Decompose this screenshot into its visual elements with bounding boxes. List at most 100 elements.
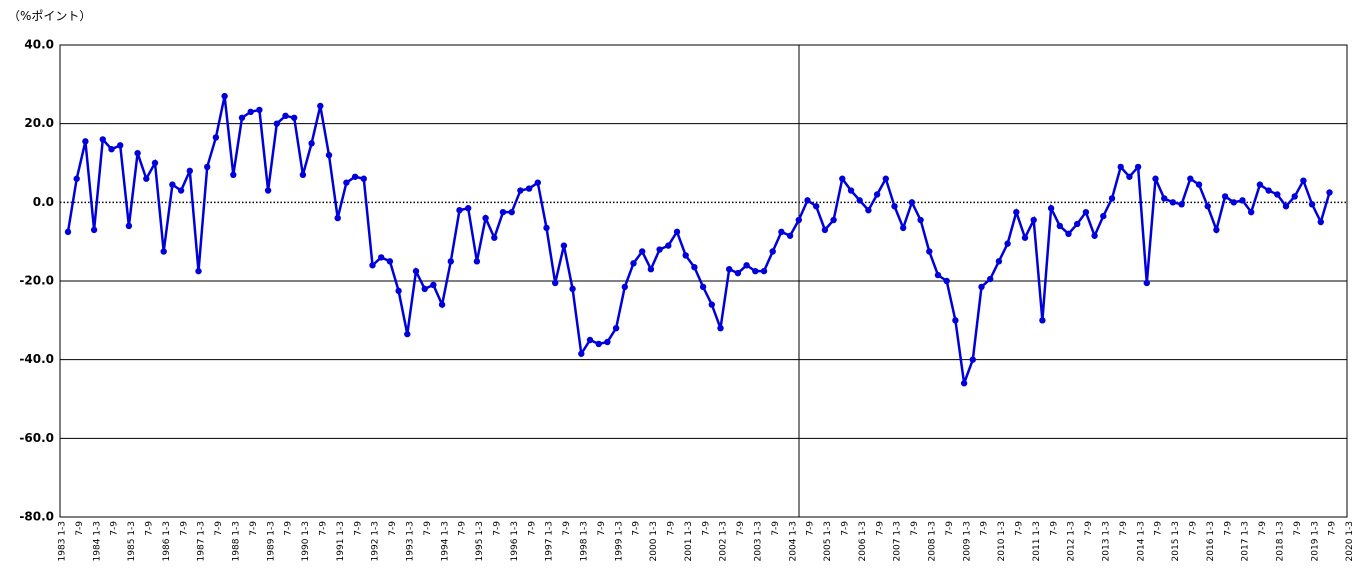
x-tick-label: 2006 1-3 bbox=[858, 521, 868, 561]
x-tick-label: 7-9 bbox=[110, 521, 120, 536]
x-tick-label: 7-9 bbox=[493, 521, 503, 536]
x-tick-label: 2019 1-3 bbox=[1310, 521, 1320, 561]
y-tick-label: -20.0 bbox=[19, 274, 54, 288]
x-tick-label: 7-9 bbox=[1084, 521, 1094, 536]
x-tick-label: 7-9 bbox=[945, 521, 955, 536]
data-point bbox=[308, 140, 315, 147]
x-tick-label: 7-9 bbox=[458, 521, 468, 536]
data-point bbox=[1195, 181, 1203, 188]
data-point bbox=[908, 199, 916, 206]
data-point bbox=[560, 242, 568, 249]
data-point bbox=[1317, 218, 1325, 226]
data-point bbox=[108, 146, 115, 153]
data-point bbox=[1126, 173, 1133, 180]
data-point bbox=[386, 258, 394, 265]
x-tick-label: 7-9 bbox=[980, 521, 990, 536]
data-point bbox=[586, 336, 594, 344]
data-point bbox=[1082, 208, 1090, 216]
data-point bbox=[778, 228, 785, 236]
data-point bbox=[125, 222, 133, 230]
x-tick-label: 2016 1-3 bbox=[1206, 521, 1216, 561]
data-point bbox=[1065, 230, 1072, 237]
data-point bbox=[151, 159, 159, 167]
data-point bbox=[360, 175, 367, 182]
data-point bbox=[1274, 191, 1281, 198]
data-point bbox=[282, 112, 289, 120]
x-tick-label: 7-9 bbox=[841, 521, 851, 536]
data-point bbox=[264, 187, 272, 194]
data-point bbox=[682, 252, 689, 259]
data-point bbox=[1308, 201, 1316, 208]
x-tick-label: 7-9 bbox=[597, 521, 607, 536]
data-point bbox=[465, 205, 472, 212]
data-point bbox=[325, 151, 333, 159]
x-tick-label: 1995 1-3 bbox=[475, 521, 485, 561]
data-point bbox=[1230, 199, 1238, 206]
data-point bbox=[1100, 212, 1107, 220]
x-tick-label: 7-9 bbox=[388, 521, 398, 536]
data-point bbox=[438, 301, 446, 308]
data-point bbox=[99, 136, 107, 143]
data-point bbox=[482, 214, 489, 222]
data-point bbox=[1161, 195, 1168, 202]
x-tick-label: 2013 1-3 bbox=[1102, 521, 1112, 561]
data-point bbox=[82, 138, 89, 145]
data-point bbox=[1039, 317, 1046, 324]
data-point bbox=[604, 338, 611, 346]
data-point bbox=[1291, 193, 1298, 200]
data-point bbox=[1187, 175, 1194, 182]
x-tick-label: 2003 1-3 bbox=[754, 521, 764, 561]
data-point bbox=[299, 171, 307, 178]
x-tick-label: 7-9 bbox=[1049, 521, 1059, 536]
data-point bbox=[1047, 205, 1055, 212]
data-point bbox=[134, 149, 141, 157]
x-tick-label: 1996 1-3 bbox=[510, 521, 520, 561]
data-point bbox=[1004, 240, 1011, 247]
data-point bbox=[943, 277, 950, 285]
data-point bbox=[1204, 203, 1211, 210]
y-tick-label: -80.0 bbox=[19, 510, 54, 524]
data-point bbox=[552, 279, 559, 287]
data-point bbox=[1056, 222, 1064, 230]
data-point bbox=[160, 248, 167, 255]
data-point bbox=[247, 108, 254, 116]
data-point bbox=[404, 330, 411, 338]
data-point bbox=[708, 301, 715, 308]
data-point bbox=[830, 216, 837, 224]
data-point bbox=[447, 258, 454, 265]
data-point bbox=[177, 187, 185, 194]
data-point bbox=[612, 325, 620, 332]
x-tick-label: 2002 1-3 bbox=[719, 521, 729, 561]
x-tick-label: 7-9 bbox=[1154, 521, 1164, 536]
x-tick-label: 7-9 bbox=[736, 521, 746, 536]
data-point bbox=[1239, 197, 1246, 204]
data-point bbox=[630, 260, 637, 267]
data-point bbox=[1117, 163, 1124, 171]
data-point bbox=[169, 181, 176, 188]
data-point bbox=[743, 262, 750, 269]
data-point bbox=[73, 175, 80, 182]
data-point bbox=[1030, 216, 1037, 224]
data-point bbox=[621, 283, 628, 291]
data-point bbox=[1013, 208, 1020, 216]
data-point bbox=[969, 356, 976, 363]
x-tick-label: 7-9 bbox=[875, 521, 885, 536]
data-point bbox=[1178, 201, 1185, 208]
x-tick-label: 7-9 bbox=[1293, 521, 1303, 536]
y-tick-label: -60.0 bbox=[19, 431, 54, 445]
x-tick-label: 1991 1-3 bbox=[336, 521, 346, 561]
data-point bbox=[1221, 193, 1229, 200]
data-point bbox=[752, 267, 759, 275]
x-tick-label: 1997 1-3 bbox=[545, 521, 555, 561]
data-point bbox=[517, 187, 524, 194]
data-point bbox=[960, 380, 968, 387]
data-point bbox=[221, 92, 228, 100]
data-point bbox=[1248, 208, 1255, 216]
data-point bbox=[699, 283, 707, 291]
x-tick-label: 1990 1-3 bbox=[301, 521, 311, 561]
data-point bbox=[351, 173, 359, 180]
data-point bbox=[1091, 232, 1098, 239]
data-line bbox=[66, 95, 1331, 384]
data-point bbox=[786, 232, 794, 239]
data-point bbox=[952, 317, 959, 324]
